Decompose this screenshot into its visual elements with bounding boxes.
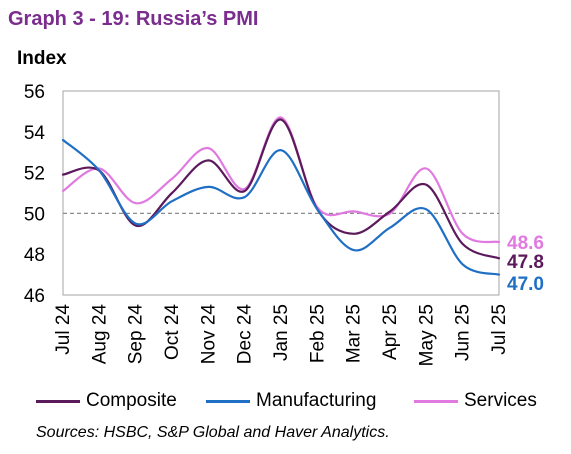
y-tick-label: 46 — [24, 286, 45, 307]
end-label-services: 48.6 — [507, 233, 544, 254]
legend-label-manufacturing: Manufacturing — [256, 390, 377, 411]
series-line-services — [61, 116, 501, 244]
legend: Composite Manufacturing Services — [0, 388, 571, 414]
end-label-manufacturing: 47.0 — [507, 274, 544, 295]
legend-label-composite: Composite — [86, 390, 177, 411]
plot-area-border — [62, 90, 500, 296]
x-tick-label: Nov 24 — [198, 304, 219, 365]
series-line-composite — [61, 118, 501, 260]
y-tick-label: 50 — [24, 204, 45, 225]
legend-swatch-manufacturing — [206, 399, 250, 403]
x-tick-label: Jan 25 — [271, 304, 292, 361]
end-label-composite: 47.8 — [507, 252, 544, 273]
chart-title: Graph 3 - 19: Russia’s PMI — [8, 8, 259, 30]
x-tick-label: Oct 24 — [162, 304, 183, 360]
x-tick-label: Jul 25 — [489, 304, 510, 355]
x-tick-label: Apr 25 — [380, 304, 401, 360]
legend-item-services: Services — [414, 388, 537, 414]
y-tick-label: 52 — [24, 164, 45, 185]
y-axis-label: Index — [17, 48, 67, 69]
y-tick-label: 54 — [24, 123, 46, 144]
legend-item-manufacturing: Manufacturing — [206, 388, 376, 414]
y-tick-label: 56 — [24, 82, 45, 103]
x-tick-label: Feb 25 — [307, 304, 328, 363]
legend-label-services: Services — [464, 390, 537, 411]
x-tick-label: Jul 24 — [53, 304, 74, 355]
legend-swatch-composite — [36, 399, 80, 403]
series-line-manufacturing — [61, 138, 501, 276]
source-note: Sources: HSBC, S&P Global and Haver Anal… — [36, 424, 390, 441]
legend-swatch-services — [414, 399, 458, 403]
x-tick-label: Sep 24 — [126, 304, 147, 365]
y-tick-label: 48 — [24, 245, 45, 266]
x-tick-label: Jun 25 — [453, 304, 474, 361]
legend-item-composite: Composite — [36, 388, 177, 414]
x-tick-label: Mar 25 — [344, 304, 365, 363]
x-tick-label: Aug 24 — [89, 304, 110, 365]
x-tick-label: May 25 — [416, 304, 437, 366]
x-tick-label: Dec 24 — [235, 304, 256, 365]
